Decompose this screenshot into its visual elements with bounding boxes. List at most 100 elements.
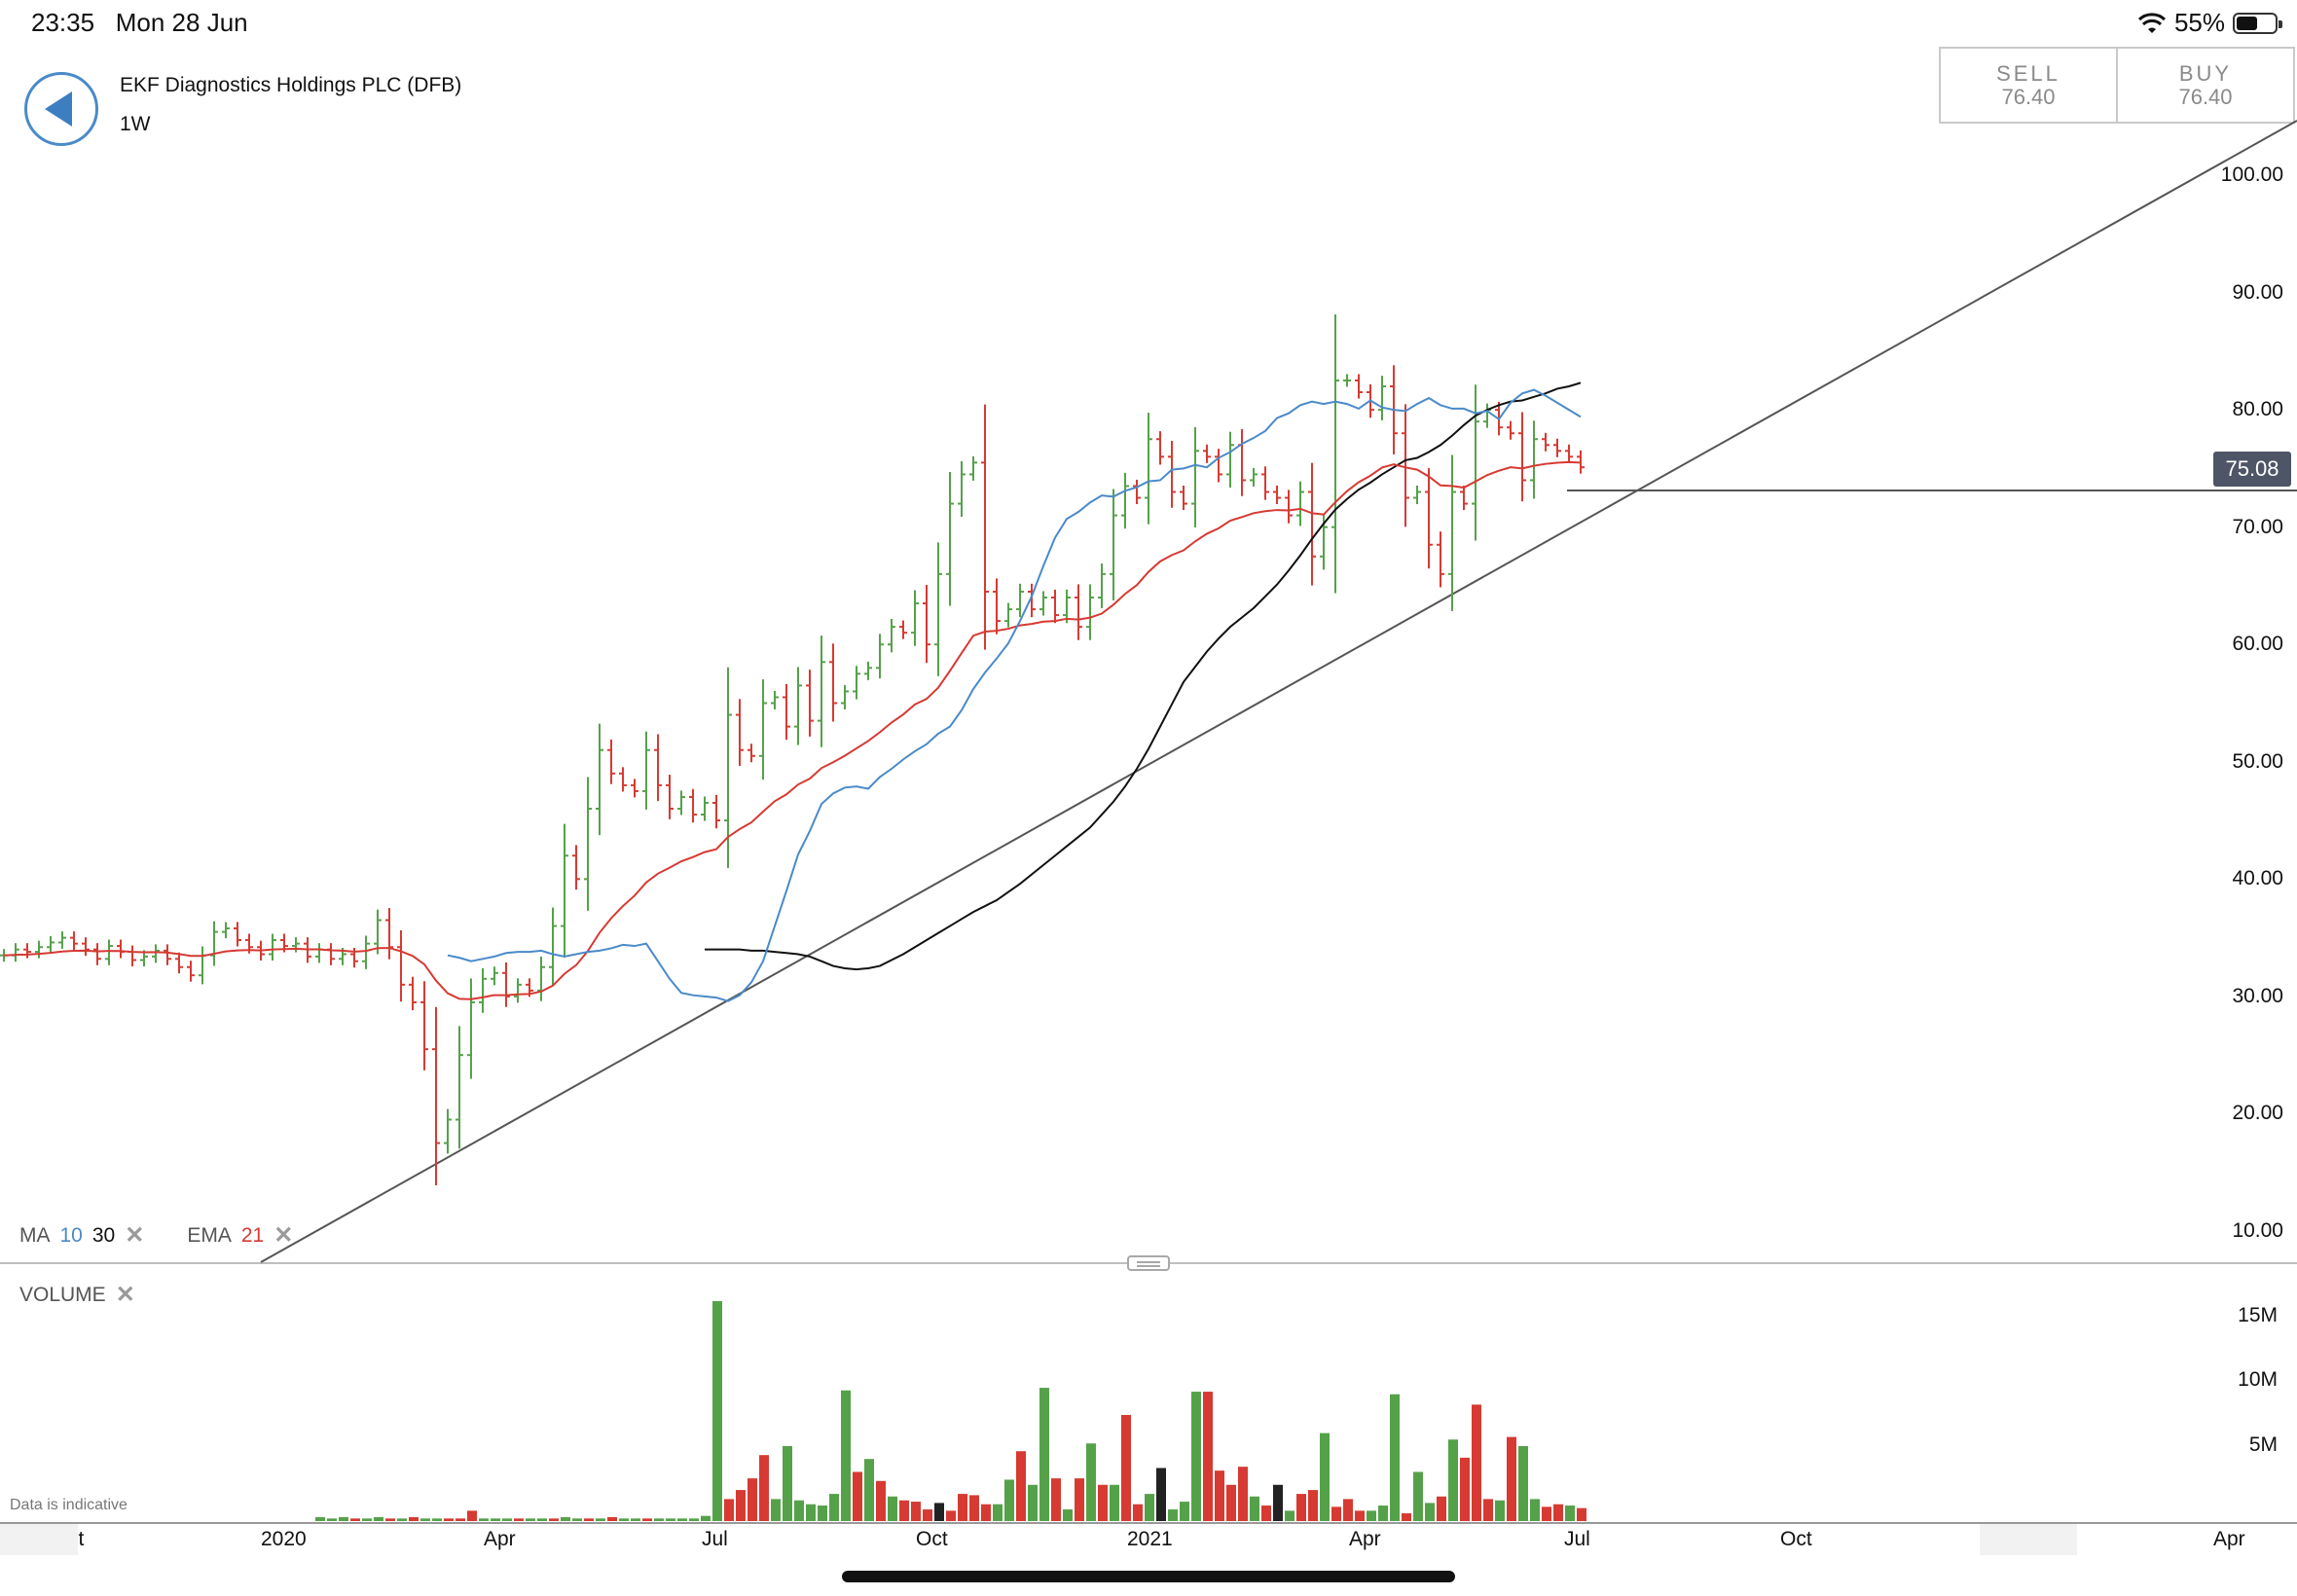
ohlc-bar <box>1507 420 1514 440</box>
battery-percent: 55% <box>2173 8 2225 37</box>
volume-bar <box>1437 1496 1446 1521</box>
sell-button[interactable]: SELL 76.40 <box>1941 49 2118 122</box>
ohlc-bar <box>128 945 136 967</box>
volume-bar <box>1331 1506 1341 1521</box>
volume-bar <box>420 1518 430 1521</box>
x-axis-label: Jul <box>702 1528 728 1550</box>
volume-bar <box>1203 1392 1213 1521</box>
remove-ema-icon[interactable]: ✕ <box>273 1222 294 1249</box>
volume-bar <box>479 1518 489 1521</box>
status-date: Mon 28 Jun <box>115 8 248 37</box>
volume-bar <box>1483 1499 1493 1521</box>
x-axis-label: 2021 <box>1127 1528 1173 1550</box>
volume-bar <box>1285 1510 1294 1521</box>
volume-bar <box>853 1471 862 1521</box>
volume-bar <box>666 1518 675 1521</box>
volume-bar <box>1413 1471 1423 1521</box>
volume-bar <box>958 1494 967 1521</box>
ohlc-bar <box>1004 602 1012 628</box>
year-highlight-2019 <box>0 1524 78 1555</box>
wifi-icon <box>2137 12 2166 33</box>
ohlc-bar <box>327 943 335 965</box>
remove-volume-icon[interactable]: ✕ <box>115 1282 135 1308</box>
volume-bar <box>1028 1484 1038 1521</box>
ohlc-bar <box>1086 584 1094 640</box>
volume-bar <box>923 1509 932 1521</box>
volume-bar <box>514 1518 524 1521</box>
ohlc-bar <box>1343 374 1351 387</box>
ohlc-bar <box>1472 384 1479 541</box>
home-indicator[interactable] <box>842 1571 1455 1582</box>
volume-bar <box>946 1510 956 1521</box>
volume-bar <box>1308 1490 1318 1521</box>
volume-bar <box>1016 1451 1026 1521</box>
ma-fast-period[interactable]: 10 <box>59 1223 83 1247</box>
ohlc-bar <box>1051 589 1059 624</box>
ohlc-bar <box>82 937 90 957</box>
volume-bar <box>1518 1445 1528 1521</box>
ohlc-bar <box>584 777 592 911</box>
x-axis-label: Jul <box>1564 1528 1590 1550</box>
ohlc-bar <box>35 940 43 959</box>
pane-resize-handle[interactable] <box>1127 1255 1170 1271</box>
ema-period[interactable]: 21 <box>240 1223 265 1247</box>
buy-price: 76.40 <box>2178 84 2233 109</box>
ohlc-bar <box>1238 429 1246 496</box>
ohlc-bar <box>187 961 195 982</box>
volume-bar <box>467 1510 477 1521</box>
ohlc-bar <box>1180 485 1187 511</box>
ohlc-bar <box>1483 403 1491 428</box>
ohlc-bar <box>747 744 755 763</box>
volume-bar <box>1355 1510 1365 1521</box>
volume-bar <box>771 1499 781 1521</box>
x-axis-label: Oct <box>916 1528 948 1550</box>
ohlc-bar <box>829 643 837 722</box>
year-highlight-2022 <box>1980 1524 2077 1555</box>
ohlc-bar <box>1308 462 1316 586</box>
ohlc-bar <box>923 585 930 664</box>
remove-ma-icon[interactable]: ✕ <box>125 1222 145 1249</box>
volume-label: VOLUME <box>19 1283 106 1306</box>
timeframe-label[interactable]: 1W <box>120 113 151 135</box>
ohlc-bar <box>677 790 685 816</box>
volume-bar <box>1250 1496 1259 1521</box>
ohlc-bar <box>864 661 872 680</box>
volume-bar <box>1238 1467 1248 1521</box>
volume-bar <box>1039 1388 1049 1521</box>
ohlc-bar <box>444 1108 452 1154</box>
trade-panel: SELL 76.40 BUY 76.40 <box>1939 47 2295 124</box>
volume-bar <box>1390 1394 1400 1521</box>
volume-bar <box>1075 1478 1084 1521</box>
volume-bar <box>981 1504 991 1521</box>
ohlc-bar <box>385 908 393 960</box>
back-arrow-icon <box>45 91 72 127</box>
volume-bar <box>456 1518 465 1521</box>
y-axis-label: 10.00 <box>2232 1219 2283 1242</box>
volume-bar <box>1448 1439 1458 1521</box>
ohlc-bar <box>374 909 382 955</box>
ohlc-bar <box>210 921 218 966</box>
ohlc-bar <box>432 1006 440 1185</box>
ohlc-bar <box>712 794 720 829</box>
ma-slow-period[interactable]: 30 <box>91 1223 116 1247</box>
ohlc-bar <box>806 670 814 737</box>
ohlc-bar <box>117 939 125 959</box>
volume-bar <box>385 1518 395 1521</box>
buy-button[interactable]: BUY 76.40 <box>2118 49 2293 122</box>
ohlc-bar <box>105 939 113 965</box>
ohlc-bar <box>502 961 510 1007</box>
ohlc-bar <box>70 931 78 951</box>
ohlc-bar <box>1378 376 1386 420</box>
ema21-line <box>3 460 1582 1000</box>
ohlc-bar <box>409 976 417 1011</box>
back-button[interactable] <box>24 72 98 146</box>
indicator-legend: MA 10 30 ✕ EMA 21 ✕ <box>19 1221 293 1250</box>
volume-bar <box>1110 1484 1119 1521</box>
volume-bar <box>631 1518 640 1521</box>
volume-bar <box>1133 1504 1143 1521</box>
ohlc-bar <box>467 978 475 1079</box>
volume-bar <box>374 1517 383 1521</box>
ohlc-bar <box>292 937 300 953</box>
ohlc-bar <box>1121 472 1129 529</box>
